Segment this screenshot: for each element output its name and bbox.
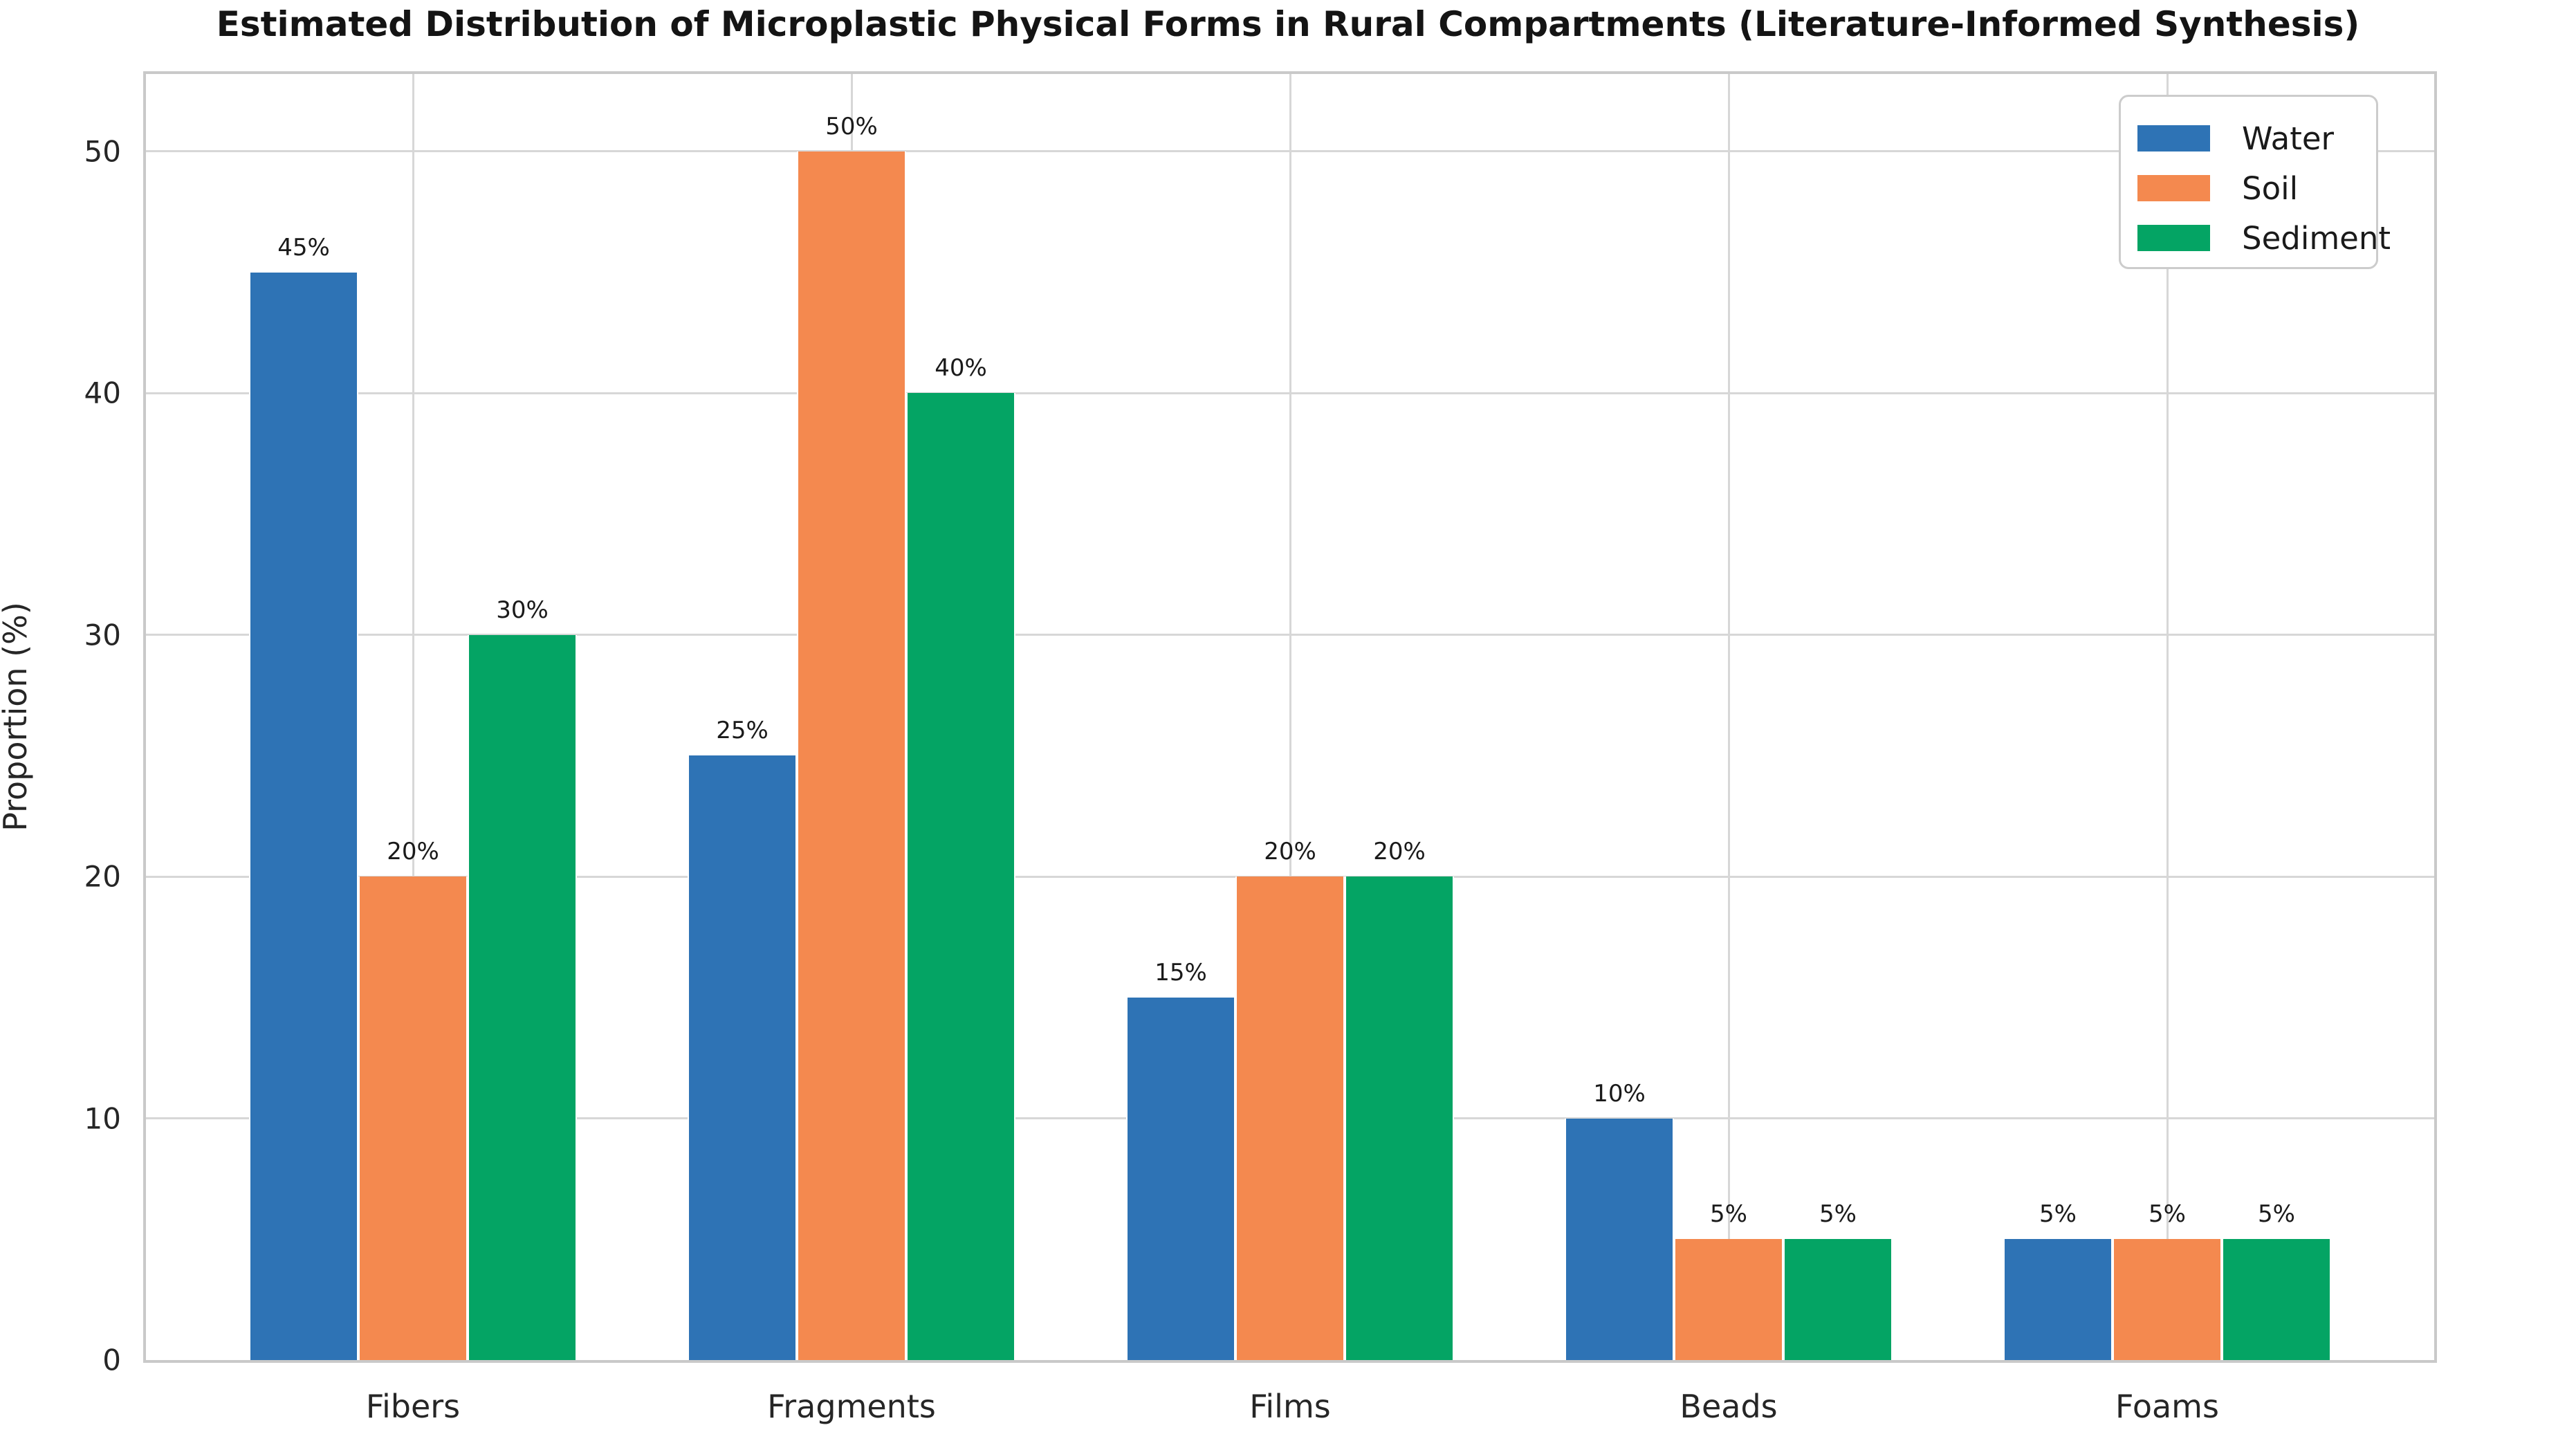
bar-beads-soil xyxy=(1674,1239,1783,1360)
bar-value-label-foams-soil: 5% xyxy=(2149,1200,2186,1229)
bar-value-label-films-soil: 20% xyxy=(1264,838,1316,866)
legend-item-water: Water xyxy=(2137,113,2376,163)
legend: Water Soil Sediment xyxy=(2119,95,2391,269)
bar-value-label-films-sediment: 20% xyxy=(1373,838,1426,866)
bar-value-label-fragments-soil: 50% xyxy=(825,112,878,140)
bar-value-label-foams-sediment: 5% xyxy=(2258,1200,2295,1229)
legend-swatch-water xyxy=(2137,125,2210,152)
bar-beads-water xyxy=(1565,1118,1674,1360)
y-tick-label-0: 0 xyxy=(102,1343,121,1377)
bar-value-label-films-water: 15% xyxy=(1154,958,1207,986)
x-tick-label-fragments: Fragments xyxy=(767,1388,936,1425)
bar-fibers-water xyxy=(249,272,358,1360)
x-tick-label-foams: Foams xyxy=(2115,1388,2219,1425)
bar-value-label-fibers-soil: 20% xyxy=(387,838,439,866)
bar-value-label-fibers-water: 45% xyxy=(277,233,330,261)
x-tick-label-fibers: Fibers xyxy=(365,1388,461,1425)
x-tick-label-films: Films xyxy=(1249,1388,1331,1425)
bar-films-water xyxy=(1126,997,1235,1360)
bar-films-sediment xyxy=(1345,876,1454,1360)
bar-value-label-fragments-sediment: 40% xyxy=(935,354,987,383)
bar-value-label-foams-water: 5% xyxy=(2039,1200,2077,1229)
bar-foams-water xyxy=(2003,1239,2113,1360)
y-tick-label-10: 10 xyxy=(84,1101,121,1136)
legend-label-water: Water xyxy=(2242,120,2335,157)
bar-foams-sediment xyxy=(2222,1239,2331,1360)
gridline-v-beads xyxy=(1727,74,1730,1360)
x-tick-label-beads: Beads xyxy=(1680,1388,1778,1425)
bar-value-label-beads-water: 10% xyxy=(1593,1079,1646,1108)
bar-fragments-water xyxy=(688,755,797,1360)
y-tick-label-20: 20 xyxy=(84,859,121,894)
y-tick-label-30: 30 xyxy=(84,618,121,652)
y-tick-label-50: 50 xyxy=(84,134,121,169)
plot-area: 45% 20% 30% 25% 50% 40% 15% 20% 20% 10% 5% 5% 5% 5% 5%… xyxy=(143,71,2437,1363)
y-tick-label-40: 40 xyxy=(84,376,121,410)
gridline-v-fibers xyxy=(412,74,414,1360)
bar-value-label-beads-sediment: 5% xyxy=(1819,1200,1857,1229)
legend-label-sediment: Sediment xyxy=(2242,219,2391,257)
legend-label-soil: Soil xyxy=(2242,169,2299,207)
bar-value-label-fibers-sediment: 30% xyxy=(496,596,549,624)
chart-title: Estimated Distribution of Microplastic P… xyxy=(216,4,2360,44)
y-axis-label: Proportion (%) xyxy=(0,602,34,832)
bar-fibers-sediment xyxy=(468,634,577,1360)
bar-value-label-fragments-water: 25% xyxy=(716,717,769,745)
bar-value-label-beads-soil: 5% xyxy=(1710,1200,1747,1229)
bar-fragments-sediment xyxy=(906,393,1015,1360)
legend-item-sediment: Sediment xyxy=(2137,213,2391,263)
bar-fragments-soil xyxy=(797,151,906,1360)
legend-swatch-sediment xyxy=(2137,225,2210,251)
bar-beads-sediment xyxy=(1783,1239,1893,1360)
bar-foams-soil xyxy=(2113,1239,2222,1360)
legend-swatch-soil xyxy=(2137,175,2210,201)
gridline-v-foams xyxy=(2166,74,2169,1360)
legend-item-soil: Soil xyxy=(2137,163,2376,213)
gridline-v-films xyxy=(1289,74,1291,1360)
bar-films-soil xyxy=(1235,876,1345,1360)
bar-fibers-soil xyxy=(358,876,468,1360)
